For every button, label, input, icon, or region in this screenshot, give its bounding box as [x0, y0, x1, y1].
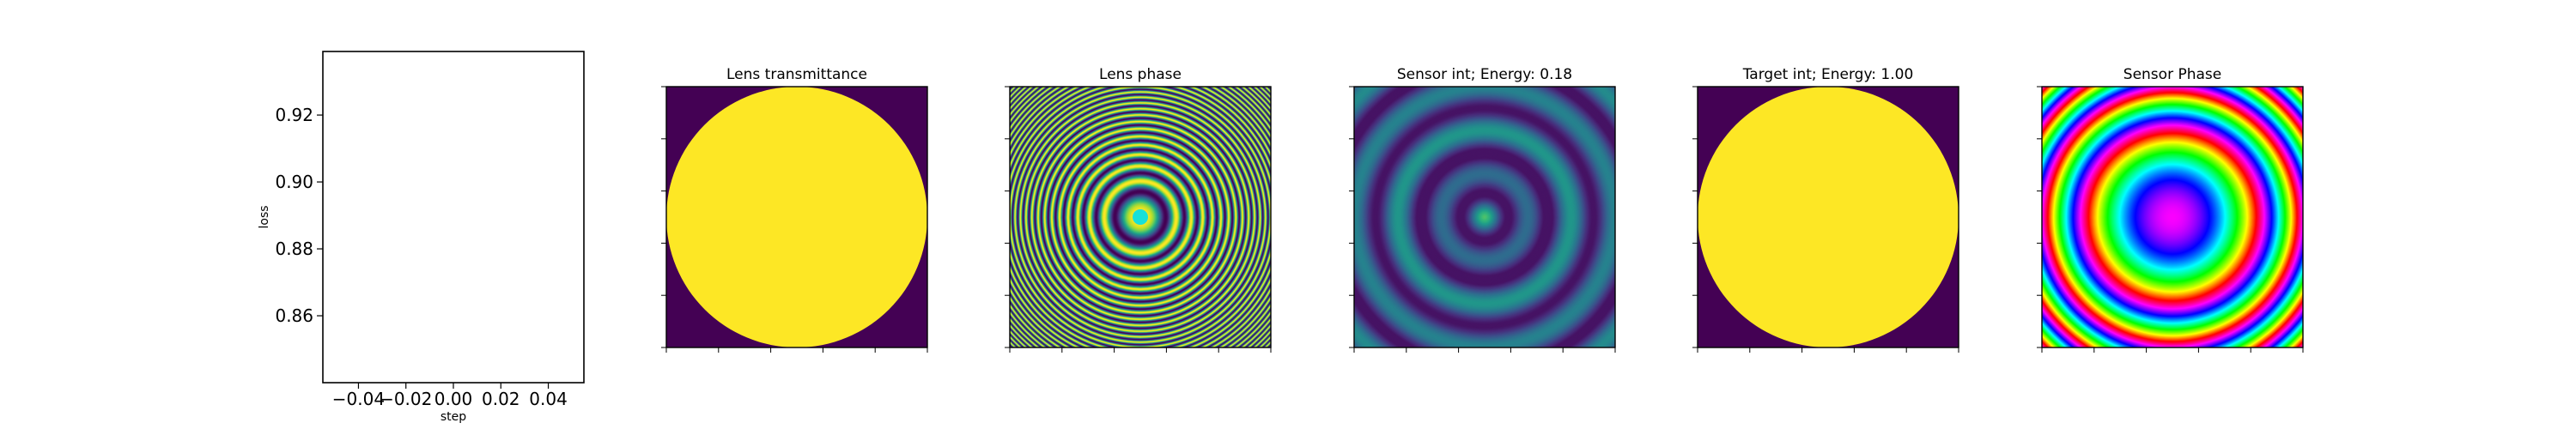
x-tick-label: 0.02	[482, 389, 520, 409]
image-frame	[1009, 86, 1272, 348]
x-tick-label: −0.02	[380, 389, 432, 409]
lens-phase-panel: Lens phase	[1005, 66, 1272, 353]
aperture-disk	[1698, 87, 1959, 347]
sensor-int-image	[1349, 86, 1616, 353]
y-tick-label: 0.86	[275, 305, 313, 326]
lens-phase-title: Lens phase	[1099, 66, 1182, 83]
loss-y-ticks: 0.86 0.88 0.90 0.92	[275, 105, 323, 326]
x-tick-label: −0.04	[332, 389, 385, 409]
loss-x-ticks: −0.04−0.02 0.00 0.02 0.04	[332, 383, 568, 409]
sensor-phase-panel: Sensor Phase	[2037, 66, 2304, 353]
image-frame	[1697, 86, 1959, 348]
lens-phase-image	[1005, 86, 1272, 353]
y-axis-label: loss	[258, 205, 271, 228]
loss-plot: −0.04−0.02 0.00 0.02 0.04 0.860.880.900.92 …	[258, 51, 585, 424]
loss-plot-frame	[322, 51, 585, 384]
target-int-title: Target int; Energy: 1.00	[1742, 66, 1914, 83]
heatmap-ring	[1484, 216, 1485, 218]
target-int-panel: Target int; Energy: 1.00	[1692, 66, 1959, 353]
y-tick-label: 0.92	[275, 105, 313, 125]
sensor-phase-title: Sensor Phase	[2123, 66, 2221, 83]
lens-transmittance-image	[661, 86, 928, 353]
aperture-disk	[666, 87, 927, 347]
sensor-int-panel: Sensor int; Energy: 0.18	[1349, 66, 1616, 353]
y-tick-label: 0.90	[275, 172, 313, 192]
lens-transmittance-panel: Lens transmittance	[661, 66, 928, 353]
image-frame	[665, 86, 928, 348]
sensor-phase-image	[2037, 86, 2304, 353]
y-tick-label: 0.88	[275, 239, 313, 259]
target-int-image	[1692, 86, 1959, 353]
sensor-int-title: Sensor int; Energy: 0.18	[1397, 66, 1572, 83]
phase-center	[1133, 209, 1148, 225]
x-tick-label: 0.00	[434, 389, 473, 409]
image-frame	[2041, 86, 2304, 348]
x-tick-label: 0.04	[529, 389, 568, 409]
lens-transmittance-title: Lens transmittance	[726, 66, 867, 83]
x-axis-label: step	[440, 410, 466, 424]
image-frame	[1353, 86, 1616, 348]
